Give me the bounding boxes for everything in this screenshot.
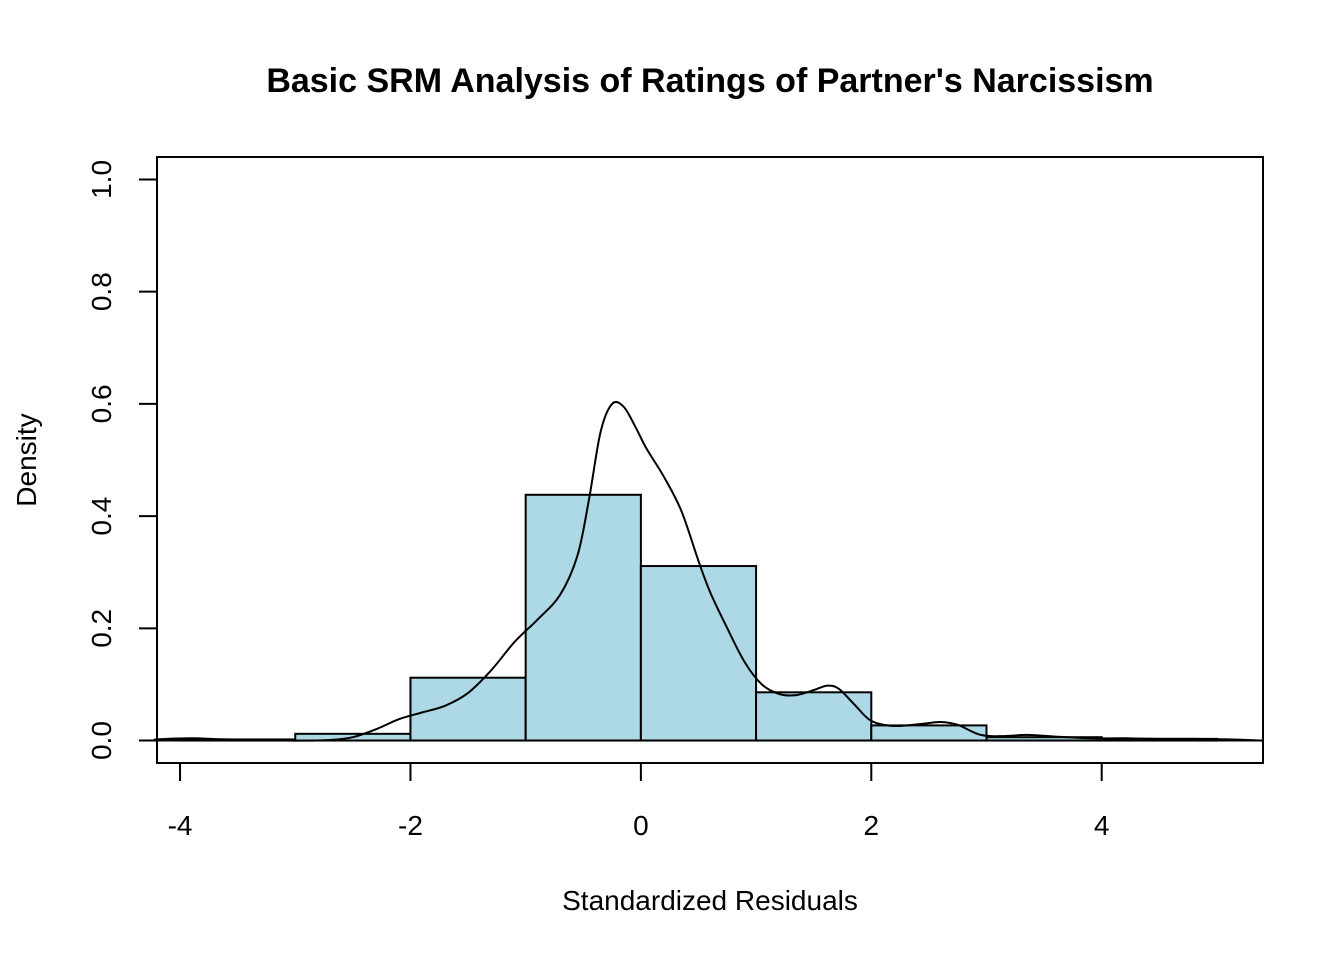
y-tick-label: 0.6	[86, 384, 117, 423]
y-axis: 0.0 0.2 0.4 0.6 0.8 1.0	[86, 160, 158, 760]
y-tick-label: 1.0	[86, 160, 117, 199]
y-tick-label: 0.0	[86, 721, 117, 760]
chart-title: Basic SRM Analysis of Ratings of Partner…	[266, 62, 1153, 100]
x-tick-label: 0	[633, 810, 649, 841]
x-axis: -4 -2 0 2 4	[168, 762, 1110, 841]
histogram-bar	[755, 691, 873, 742]
x-tick-label: 2	[864, 810, 880, 841]
histogram-bars	[179, 493, 1218, 742]
x-axis-label: Standardized Residuals	[562, 885, 858, 916]
histogram-bar	[639, 565, 758, 742]
x-tick-label: -4	[168, 810, 193, 841]
histogram-bar	[524, 493, 642, 742]
y-tick-label: 0.2	[86, 609, 117, 648]
x-tick-label: -2	[398, 810, 423, 841]
density-curve	[153, 400, 1264, 742]
histogram-bar	[870, 724, 988, 742]
y-axis-label: Density	[11, 413, 42, 506]
y-tick-label: 0.4	[86, 497, 117, 536]
histogram-bar	[409, 676, 527, 742]
x-tick-label: 4	[1094, 810, 1110, 841]
y-tick-label: 0.8	[86, 272, 117, 311]
